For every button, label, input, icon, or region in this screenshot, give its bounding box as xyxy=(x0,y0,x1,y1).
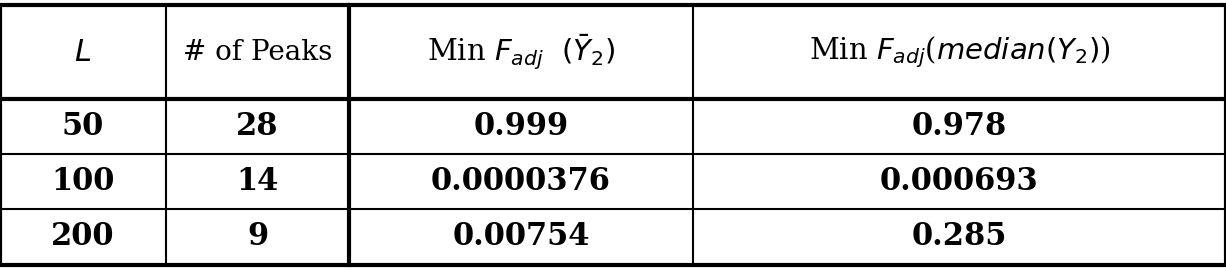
Text: 0.999: 0.999 xyxy=(473,111,569,142)
Text: Min $F_{\mathit{adj}}$  $(\bar{Y}_2)$: Min $F_{\mathit{adj}}$ $(\bar{Y}_2)$ xyxy=(427,32,615,72)
Text: 0.00754: 0.00754 xyxy=(452,221,590,252)
Text: 14: 14 xyxy=(237,166,278,197)
Text: Min $F_{\mathit{adj}}$($\mathit{median}(Y_2)$): Min $F_{\mathit{adj}}$($\mathit{median}(… xyxy=(808,34,1111,70)
Text: 9: 9 xyxy=(246,221,268,252)
Text: 0.0000376: 0.0000376 xyxy=(432,166,611,197)
Text: # of Peaks: # of Peaks xyxy=(183,39,332,66)
Text: 0.285: 0.285 xyxy=(912,221,1007,252)
Text: 28: 28 xyxy=(237,111,278,142)
Text: 50: 50 xyxy=(61,111,104,142)
Text: $\mathit{L}$: $\mathit{L}$ xyxy=(75,36,91,68)
Text: 0.000693: 0.000693 xyxy=(880,166,1038,197)
Text: 0.978: 0.978 xyxy=(912,111,1007,142)
Text: 200: 200 xyxy=(51,221,114,252)
Text: 100: 100 xyxy=(51,166,114,197)
